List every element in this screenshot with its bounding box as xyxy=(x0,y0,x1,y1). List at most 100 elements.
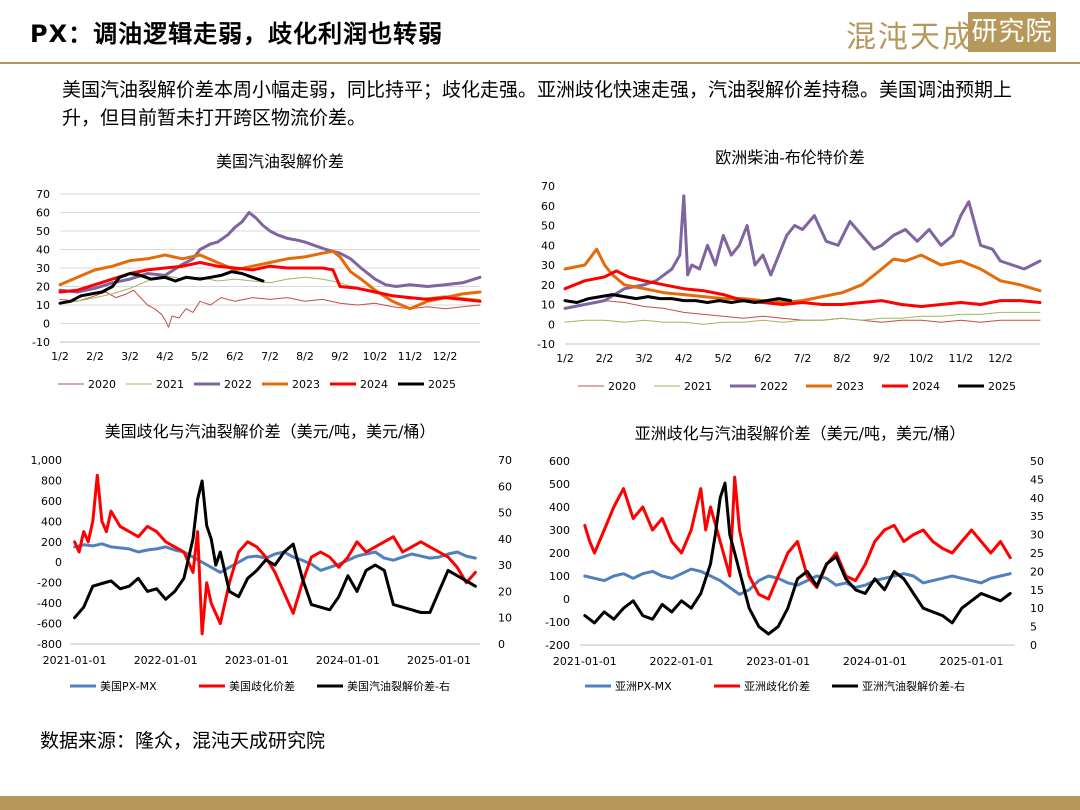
x-tick-label: 2022-01-01 xyxy=(650,655,714,668)
series-line-3 xyxy=(58,249,482,311)
y2-tick-label: 35 xyxy=(1030,510,1044,523)
y2-tick-label: 60 xyxy=(498,480,512,493)
y-tick-label: 100 xyxy=(549,570,570,583)
x-tick-label: 9/2 xyxy=(873,352,891,365)
legend-label: 亚洲PX-MX xyxy=(615,680,672,693)
y-tick-label: 60 xyxy=(541,200,555,213)
logo: 混沌天成 研究院 xyxy=(846,12,1056,55)
y2-tick-label: 70 xyxy=(498,454,512,467)
y-tick-label: 50 xyxy=(541,220,555,233)
chart-eu-diesel-brent: -10 0 10 20 30 40 50 60 70 1/2 2/2 3/2 4/2 5/2 6/2 7/2 8… xyxy=(537,180,1042,393)
x-tick-label: 2025-01-01 xyxy=(940,655,1004,668)
legend-label: 2021 xyxy=(156,378,184,391)
y2-tick-label: 5 xyxy=(1030,621,1037,634)
y2-tick-label: 50 xyxy=(498,507,512,520)
y-tick-label: 10 xyxy=(36,299,50,312)
legend-label: 2021 xyxy=(684,380,712,393)
legend-label: 美国汽油裂解价差-右 xyxy=(347,679,450,693)
y-tick-label: 600 xyxy=(549,455,570,468)
chart-asia-disproportionation: -200 -100 0 100 200 300 400 500 600 0 5 10 15 20 25 30 3… xyxy=(545,455,1044,693)
x-tick-label: 9/2 xyxy=(331,350,349,363)
series-line-2 xyxy=(563,194,1042,310)
y2-tick-label: 0 xyxy=(498,638,505,651)
source-text: 数据来源：隆众，混沌天成研究院 xyxy=(40,730,326,752)
y-tick-label: -10 xyxy=(537,338,555,351)
y-tick-label: 50 xyxy=(36,225,50,238)
x-tick-label: 2022-01-01 xyxy=(134,654,198,667)
x-tick-label: 2025-01-01 xyxy=(407,654,471,667)
y2-tick-label: 40 xyxy=(1030,492,1044,505)
x-tick-label: 12/2 xyxy=(433,350,458,363)
legend-label: 2025 xyxy=(988,380,1016,393)
series-line-0 xyxy=(73,542,477,574)
x-tick-label: 2021-01-01 xyxy=(553,655,617,668)
y-tick-label: 60 xyxy=(36,207,50,220)
y2-tick-label: 20 xyxy=(498,585,512,598)
x-tick-label: 2024-01-01 xyxy=(316,654,380,667)
x-tick-label: 2/2 xyxy=(596,352,614,365)
legend-label: 2023 xyxy=(836,380,864,393)
y-tick-label: -600 xyxy=(37,618,62,631)
y-tick-label: 40 xyxy=(36,244,50,257)
series-line-4 xyxy=(563,269,1042,308)
header-divider xyxy=(0,62,1080,64)
logo-text: 混沌天成 xyxy=(846,20,974,55)
series-line-2 xyxy=(583,481,1012,636)
series-line-1 xyxy=(564,311,1041,325)
y-tick-label: 0 xyxy=(43,318,50,331)
y2-tick-label: 15 xyxy=(1030,584,1044,597)
y-tick-label: 70 xyxy=(541,180,555,193)
y-tick-label: 800 xyxy=(41,474,62,487)
series-line-1 xyxy=(73,473,477,636)
x-tick-label: 2021-01-01 xyxy=(43,654,107,667)
x-tick-label: 2023-01-01 xyxy=(746,655,810,668)
y-tick-label: 200 xyxy=(41,536,62,549)
y-tick-label: -400 xyxy=(37,597,62,610)
y-tick-label: -800 xyxy=(37,638,62,651)
footer-bar xyxy=(0,796,1080,810)
y-tick-label: 40 xyxy=(541,239,555,252)
x-tick-label: 7/2 xyxy=(794,352,812,365)
y-tick-label: 300 xyxy=(549,524,570,537)
legend-label: 2024 xyxy=(360,378,388,391)
x-tick-label: 5/2 xyxy=(191,350,209,363)
series-line-2 xyxy=(73,479,477,620)
summary-text: 美国汽油裂解价差本周小幅走弱，同比持平；歧化走强。亚洲歧化快速走强，汽油裂解价差… xyxy=(62,79,1013,129)
legend-label: 2025 xyxy=(428,378,456,391)
x-tick-label: 3/2 xyxy=(121,350,139,363)
y-tick-label: -100 xyxy=(545,616,570,629)
page-title: PX：调油逻辑走弱，歧化利润也转弱 xyxy=(30,20,444,48)
y-tick-label: 20 xyxy=(541,279,555,292)
y-tick-label: 500 xyxy=(549,478,570,491)
x-tick-label: 2023-01-01 xyxy=(225,654,289,667)
series-line-1 xyxy=(583,475,1012,601)
legend-label: 2020 xyxy=(88,378,116,391)
legend-label: 2022 xyxy=(760,380,788,393)
legend-label: 2024 xyxy=(912,380,940,393)
y-tick-label: 0 xyxy=(55,556,62,569)
chart-title-us-disp: 美国歧化与汽油裂解价差（美元/吨，美元/桶） xyxy=(104,422,436,441)
y2-tick-label: 25 xyxy=(1030,547,1044,560)
x-tick-label: 6/2 xyxy=(754,352,772,365)
chart-us-disproportionation: -800 -600 -400 -200 0 200 400 600 800 1,000 0 10 20 3… xyxy=(31,454,513,693)
series-line-5 xyxy=(563,293,793,304)
chart-title-asia-disp: 亚洲歧化与汽油裂解价差（美元/吨，美元/桶） xyxy=(634,424,966,443)
y2-tick-label: 45 xyxy=(1030,473,1044,486)
x-tick-label: 6/2 xyxy=(226,350,244,363)
y-tick-label: 1,000 xyxy=(31,454,63,467)
series-line-0 xyxy=(583,567,1012,596)
x-tick-label: 12/2 xyxy=(988,352,1013,365)
y2-tick-label: 50 xyxy=(1030,455,1044,468)
y2-tick-label: 20 xyxy=(1030,565,1044,578)
y2-tick-label: 30 xyxy=(1030,529,1044,542)
x-tick-label: 1/2 xyxy=(556,352,574,365)
chart-title-us-crack: 美国汽油裂解价差 xyxy=(215,152,344,171)
series-line-3 xyxy=(563,247,1042,304)
y2-tick-label: 30 xyxy=(498,559,512,572)
x-tick-label: 5/2 xyxy=(714,352,732,365)
y-tick-label: 0 xyxy=(548,318,555,331)
x-tick-label: 8/2 xyxy=(296,350,314,363)
series-line-2 xyxy=(58,211,482,294)
chart-title-eu-diesel: 欧洲柴油-布伦特价差 xyxy=(715,148,865,167)
y2-tick-label: 10 xyxy=(498,612,512,625)
